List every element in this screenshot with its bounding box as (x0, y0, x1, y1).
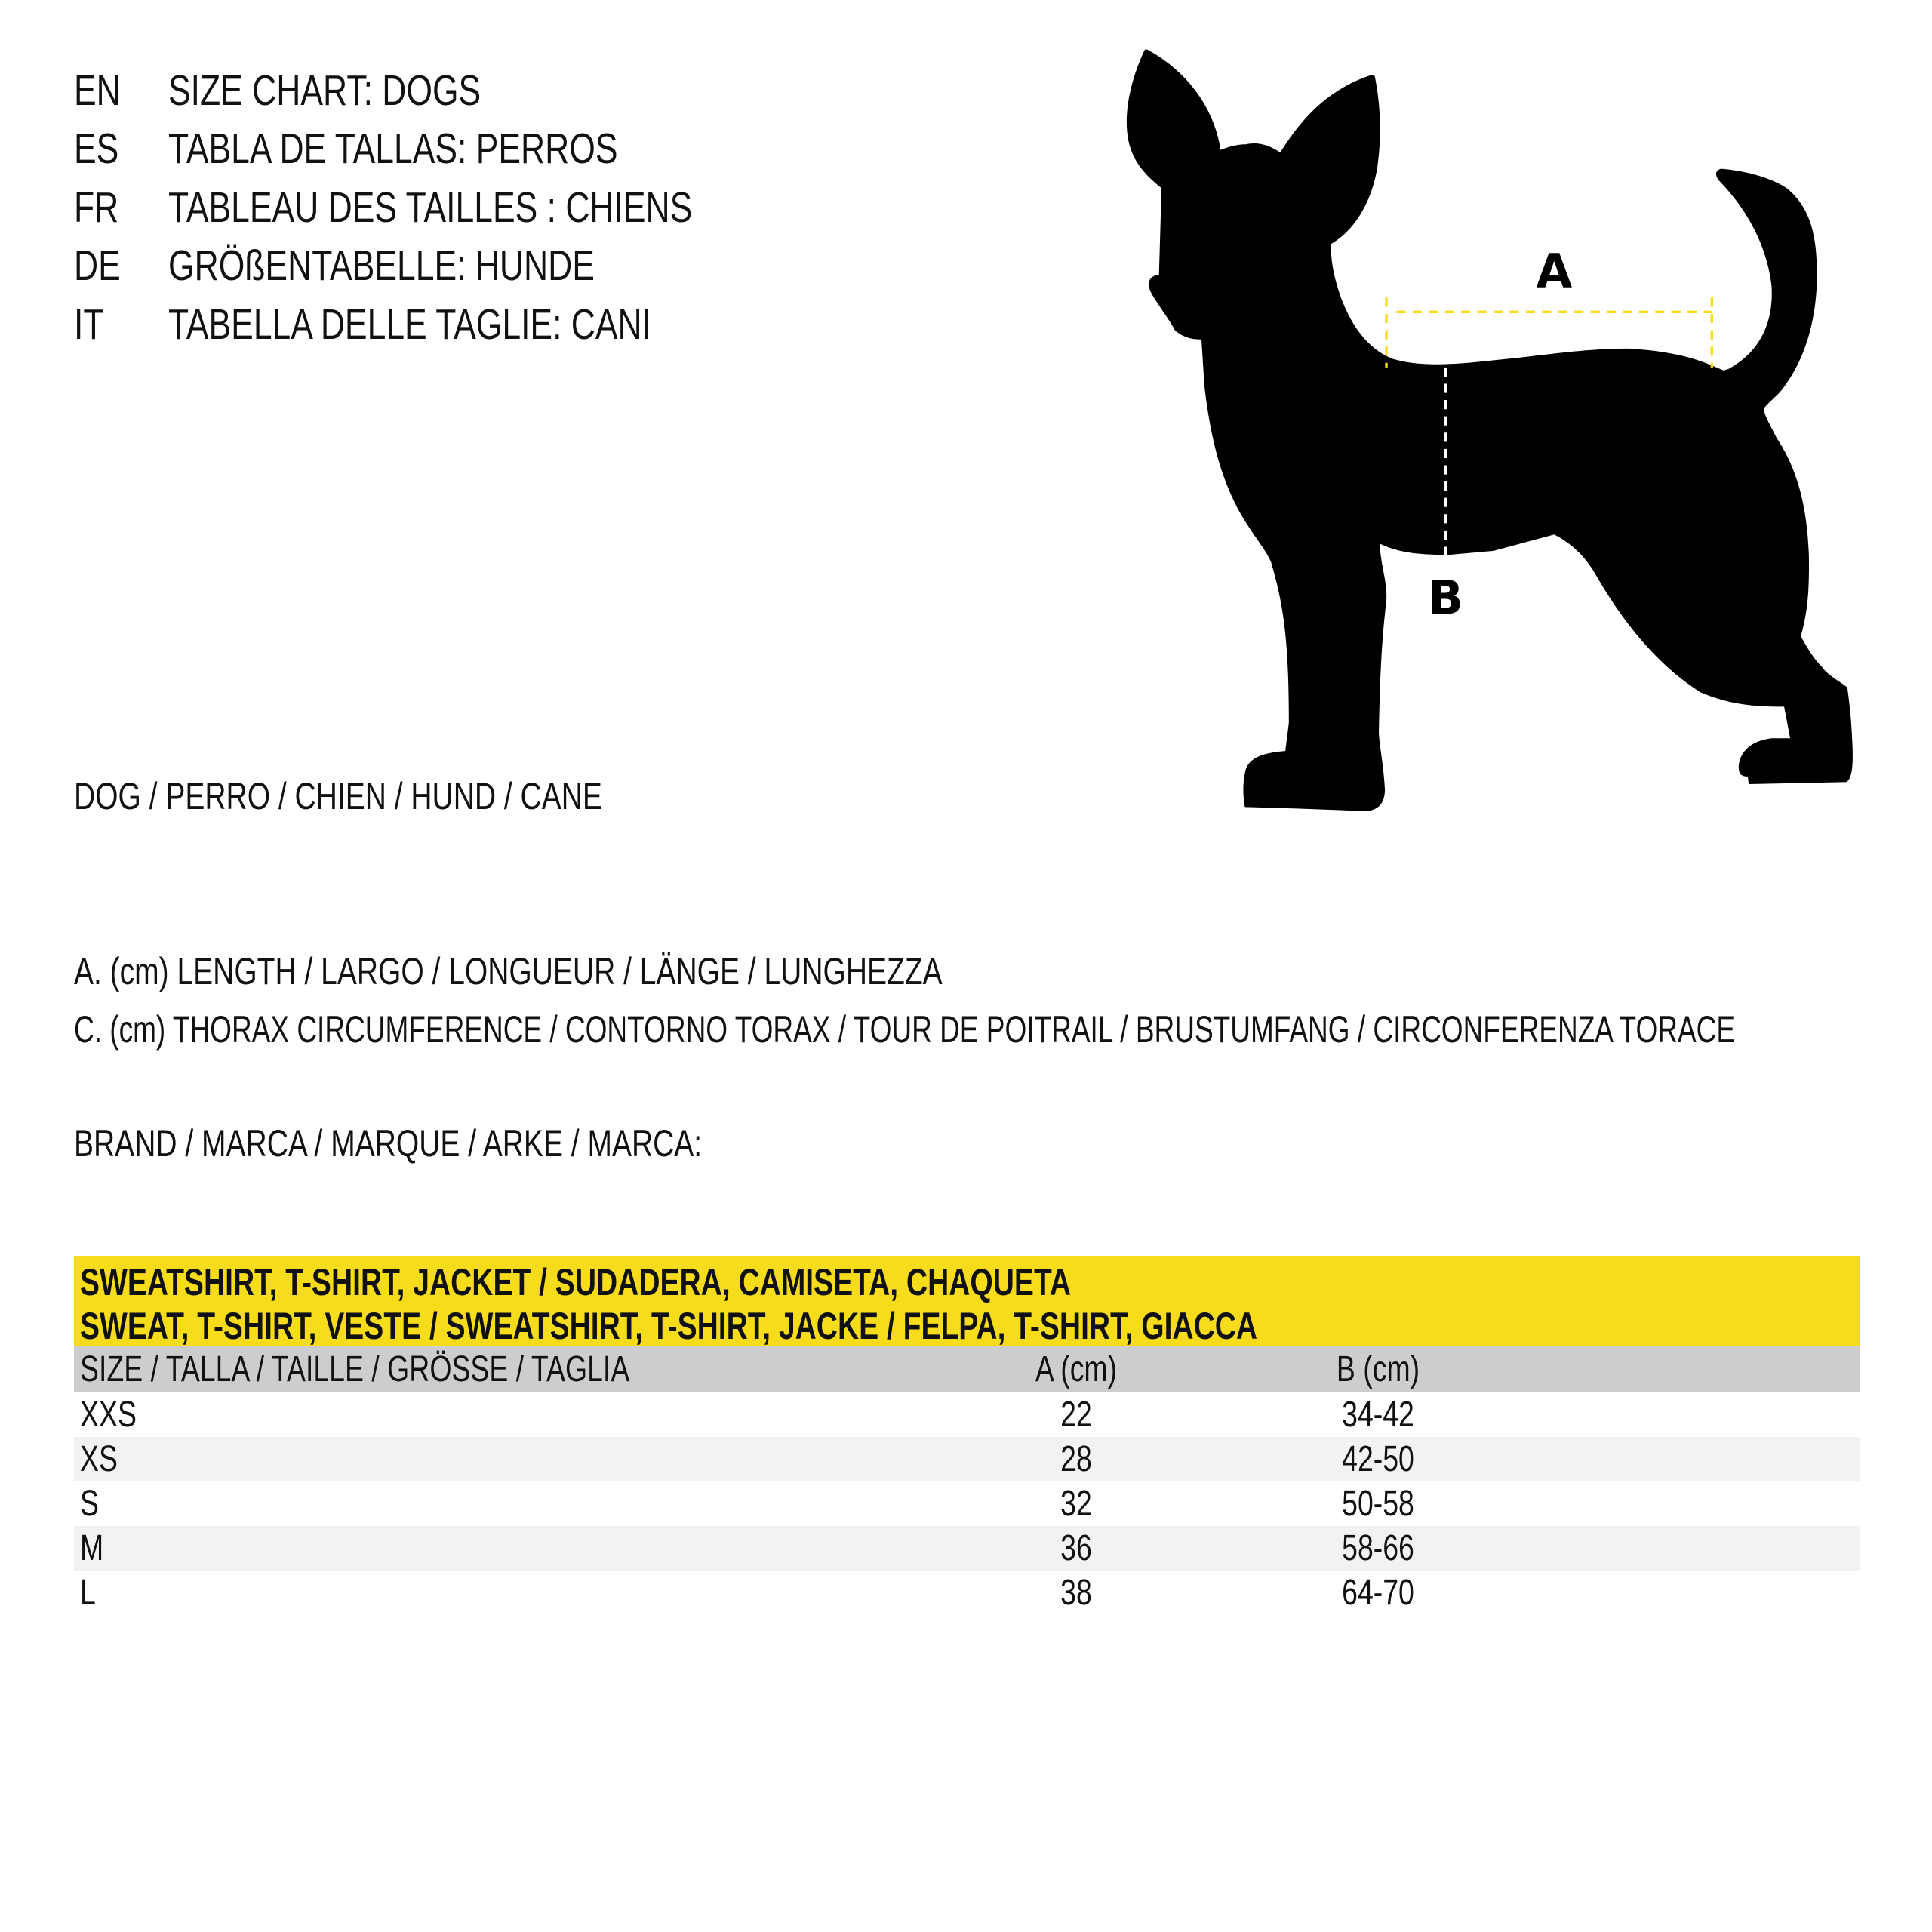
title-fr: TABLEAU DES TAILLES : CHIENS (168, 183, 693, 232)
size-table: SWEATSHIRT, T-SHIRT, JACKET / SUDADERA, … (74, 1256, 1860, 1615)
size-cell: L (80, 1572, 96, 1613)
table-row: S 32 50-58 (74, 1481, 1860, 1526)
title-it: TABELLA DELLE TAGLIE: CANI (168, 300, 652, 349)
lang-code-fr: FR (74, 183, 119, 232)
column-header-a: A (cm) (1035, 1349, 1118, 1389)
b-cell: 50-58 (1342, 1483, 1414, 1524)
dog-silhouette (1126, 49, 1853, 811)
length-measure-a (1385, 297, 1713, 368)
column-header-b: B (cm) (1336, 1349, 1420, 1389)
a-cell: 32 (1060, 1483, 1092, 1524)
b-cell: 42-50 (1342, 1438, 1414, 1479)
column-header-size: SIZE / TALLA / TAILLE / GRÖSSE / TAGLIA (80, 1349, 630, 1389)
lang-code-en: EN (74, 66, 121, 115)
table-title: SWEATSHIRT, T-SHIRT, JACKET / SUDADERA, … (74, 1256, 1860, 1346)
table-row: L 38 64-70 (74, 1571, 1860, 1615)
size-cell: S (80, 1483, 99, 1524)
a-cell: 22 (1060, 1394, 1092, 1435)
b-cell: 34-42 (1342, 1394, 1414, 1435)
size-cell: XXS (80, 1394, 137, 1435)
dog-silhouette-diagram: A B (1126, 49, 1853, 811)
measurement-a-label: A. (cm) LENGTH / LARGO / LONGUEUR / LÄNG… (74, 950, 943, 992)
table-header: SIZE / TALLA / TAILLE / GRÖSSE / TAGLIA … (74, 1346, 1860, 1392)
size-cell: XS (80, 1438, 118, 1479)
a-cell: 38 (1060, 1572, 1092, 1613)
label-a: A (1537, 245, 1573, 299)
lang-code-es: ES (74, 125, 119, 173)
title-de: GRÖßENTABELLE: HUNDE (168, 242, 595, 290)
lang-code-it: IT (74, 300, 104, 349)
measurement-c-label: C. (cm) THORAX CIRCUMFERENCE / CONTORNO … (74, 1008, 1736, 1051)
table-row: M 36 58-66 (74, 1526, 1860, 1571)
animal-label: DOG / PERRO / CHIEN / HUND / CANE (74, 775, 602, 817)
label-b: B (1428, 571, 1463, 625)
table-row: XXS 22 34-42 (74, 1392, 1860, 1437)
table-row: XS 28 42-50 (74, 1437, 1860, 1481)
table-title-line2: SWEAT, T-SHIRT, VESTE / SWEATSHIRT, T-SH… (80, 1305, 1258, 1347)
lang-code-de: DE (74, 242, 121, 290)
table-title-line1: SWEATSHIRT, T-SHIRT, JACKET / SUDADERA, … (80, 1261, 1072, 1303)
title-es: TABLA DE TALLAS: PERROS (168, 125, 618, 173)
size-cell: M (80, 1527, 104, 1568)
b-cell: 64-70 (1342, 1572, 1414, 1613)
a-cell: 36 (1060, 1527, 1092, 1568)
title-en: SIZE CHART: DOGS (168, 66, 481, 115)
brand-label: BRAND / MARCA / MARQUE / ARKE / MARCA: (74, 1122, 703, 1164)
a-cell: 28 (1060, 1438, 1092, 1479)
b-cell: 58-66 (1342, 1527, 1414, 1568)
